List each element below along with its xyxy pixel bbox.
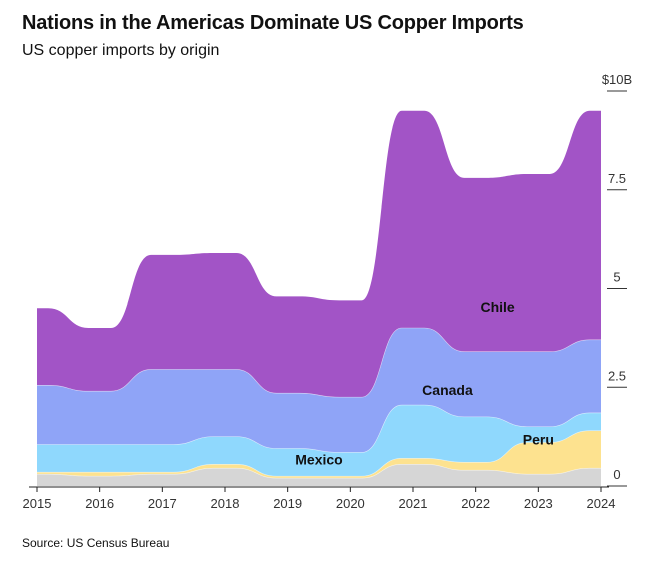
x-tick-label: 2020 [336, 496, 365, 511]
area-separator [37, 463, 601, 479]
series-label-canada: Canada [422, 382, 473, 398]
x-tick-label: 2015 [23, 496, 52, 511]
series-label-mexico: Mexico [295, 451, 342, 467]
area-peru [37, 430, 601, 479]
area-separator [37, 404, 601, 453]
area-separator [37, 327, 601, 398]
x-tick-label: 2016 [85, 496, 114, 511]
chart-subtitle: US copper imports by origin [22, 42, 220, 59]
y-tick-label: 0 [613, 467, 620, 482]
series-labels: Chile Canada Mexico Peru [295, 299, 554, 467]
y-tick-label: $10B [602, 72, 632, 87]
source-note: Source: US Census Bureau [22, 536, 170, 550]
x-axis: 2015 2016 2017 2018 2019 2020 2021 2022 2023 2024 [23, 486, 616, 511]
y-tick-label: 5 [613, 270, 620, 285]
area-canada [37, 328, 601, 453]
y-axis: 0 2.5 5 7.5 $10B [602, 72, 632, 487]
x-tick-label: 2021 [399, 496, 428, 511]
x-tick-label: 2022 [461, 496, 490, 511]
y-tick-label: 2.5 [608, 368, 626, 383]
chart-title: Nations in the Americas Dominate US Copp… [22, 12, 524, 34]
area-other [37, 464, 601, 486]
x-tick-label: 2017 [148, 496, 177, 511]
area-chile [37, 110, 601, 398]
area-series-group [37, 110, 601, 486]
y-tick-label: 7.5 [608, 171, 626, 186]
area-mexico [37, 405, 601, 477]
area-separator [37, 430, 601, 477]
x-tick-label: 2023 [524, 496, 553, 511]
x-tick-label: 2019 [273, 496, 302, 511]
series-label-chile: Chile [480, 299, 514, 315]
x-tick-label: 2018 [211, 496, 240, 511]
series-label-peru: Peru [523, 432, 554, 448]
x-tick-label: 2024 [587, 496, 616, 511]
